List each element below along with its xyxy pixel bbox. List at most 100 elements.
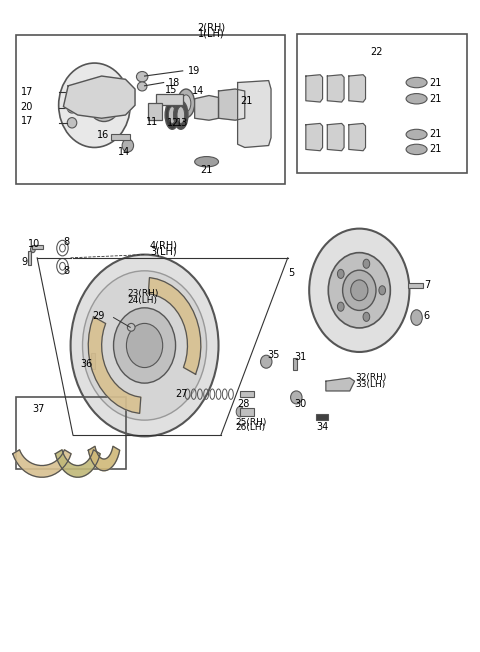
Ellipse shape (67, 117, 77, 128)
Polygon shape (349, 123, 365, 151)
Ellipse shape (67, 102, 77, 113)
Ellipse shape (181, 95, 191, 111)
Bar (33, 245, 43, 250)
Text: 37: 37 (33, 404, 45, 414)
Text: 10: 10 (28, 239, 40, 248)
Ellipse shape (127, 323, 135, 331)
Text: 9: 9 (22, 258, 27, 267)
Text: 4(RH): 4(RH) (150, 241, 178, 250)
Ellipse shape (178, 89, 195, 117)
Bar (16, 35, 285, 185)
Text: 1(LH): 1(LH) (198, 29, 225, 39)
Polygon shape (63, 76, 135, 118)
Ellipse shape (195, 156, 218, 167)
Text: 25(RH): 25(RH) (235, 417, 266, 426)
Text: 15: 15 (165, 85, 178, 95)
Bar (28, 250, 32, 265)
Text: 26(LH): 26(LH) (235, 422, 265, 432)
Text: 17: 17 (21, 87, 33, 97)
Ellipse shape (337, 302, 344, 311)
Ellipse shape (406, 144, 427, 155)
Ellipse shape (406, 78, 427, 88)
Text: 11: 11 (146, 117, 158, 127)
Text: 23(RH): 23(RH) (128, 289, 159, 298)
Polygon shape (306, 75, 323, 102)
Text: 21: 21 (429, 144, 441, 155)
Ellipse shape (174, 100, 188, 129)
Ellipse shape (122, 139, 133, 152)
Ellipse shape (87, 83, 120, 121)
Text: 33(LH): 33(LH) (356, 380, 386, 389)
Polygon shape (55, 450, 100, 477)
Ellipse shape (406, 129, 427, 140)
Text: 5: 5 (288, 268, 294, 278)
Text: 19: 19 (188, 66, 200, 76)
Bar (293, 359, 297, 370)
Polygon shape (88, 446, 120, 471)
Text: 14: 14 (119, 147, 131, 157)
Polygon shape (306, 123, 323, 151)
Ellipse shape (114, 308, 176, 383)
Text: 14: 14 (192, 86, 204, 96)
Ellipse shape (31, 246, 35, 252)
Text: 21: 21 (201, 165, 213, 175)
Ellipse shape (165, 100, 180, 129)
Text: 36: 36 (80, 359, 92, 368)
Ellipse shape (411, 310, 422, 325)
Ellipse shape (290, 391, 302, 404)
Polygon shape (326, 378, 355, 391)
Text: 13: 13 (176, 118, 188, 128)
Ellipse shape (309, 229, 409, 352)
Ellipse shape (363, 259, 370, 268)
Ellipse shape (126, 323, 163, 368)
Polygon shape (349, 75, 365, 102)
Ellipse shape (351, 280, 368, 301)
Text: 32(RH): 32(RH) (356, 374, 387, 383)
Text: 2(RH): 2(RH) (197, 22, 226, 33)
Text: 34: 34 (316, 422, 329, 432)
Text: 35: 35 (268, 350, 280, 360)
Polygon shape (238, 81, 271, 147)
Text: 22: 22 (370, 47, 382, 57)
Bar (240, 391, 254, 398)
Bar (111, 134, 130, 140)
Text: 12: 12 (167, 118, 179, 128)
Bar (408, 283, 423, 288)
Bar (240, 408, 254, 415)
Text: 30: 30 (294, 399, 306, 409)
Ellipse shape (261, 355, 272, 368)
Polygon shape (195, 96, 218, 120)
Polygon shape (13, 450, 71, 477)
Ellipse shape (406, 94, 427, 104)
Ellipse shape (71, 254, 218, 436)
Bar (148, 103, 162, 119)
Polygon shape (218, 89, 245, 120)
Ellipse shape (136, 72, 148, 82)
Text: 7: 7 (424, 280, 431, 290)
Ellipse shape (92, 88, 116, 116)
Text: 20: 20 (21, 102, 33, 111)
Ellipse shape (363, 312, 370, 321)
Bar (156, 94, 183, 105)
Text: 21: 21 (429, 130, 441, 140)
Text: 28: 28 (238, 399, 250, 409)
Ellipse shape (177, 106, 185, 123)
Polygon shape (327, 75, 344, 102)
Text: 3(LH): 3(LH) (150, 247, 177, 257)
Text: 16: 16 (96, 130, 109, 140)
Ellipse shape (328, 252, 390, 328)
Ellipse shape (168, 106, 176, 123)
Ellipse shape (379, 286, 385, 295)
Text: 18: 18 (168, 78, 180, 87)
Polygon shape (148, 278, 201, 374)
Text: 8: 8 (63, 267, 70, 276)
Text: 8: 8 (63, 237, 70, 246)
Text: 24(LH): 24(LH) (128, 295, 158, 304)
Ellipse shape (337, 269, 344, 278)
Text: 6: 6 (424, 311, 430, 321)
Text: 21: 21 (429, 78, 441, 87)
Ellipse shape (67, 87, 77, 97)
Text: 31: 31 (294, 352, 306, 362)
Text: 21: 21 (429, 94, 441, 104)
Ellipse shape (256, 97, 265, 104)
